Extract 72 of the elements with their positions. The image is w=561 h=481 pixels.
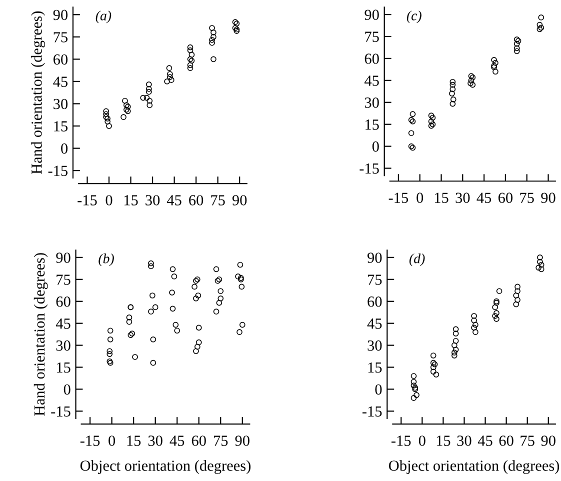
x-tick-label: -15 [388,192,408,203]
x-tick-label: -15 [392,436,411,446]
y-tick-label: 15 [54,121,68,132]
y-tick-label: 60 [56,296,70,307]
y-tick-label: 0 [375,384,382,395]
x-tick-label: 15 [434,192,448,203]
x-tick-label: 75 [520,192,534,203]
x-tick-label: 60 [192,436,206,446]
y-tick-label: 90 [364,10,379,20]
x-tick-label: 45 [166,195,182,206]
y-tick-label: 0 [64,384,70,395]
x-tick-label: 45 [170,436,184,446]
annotation: (c) [406,10,422,24]
y-tick-label: 30 [368,340,382,351]
y-tick-label: 90 [53,10,68,20]
y-tick-label: 75 [54,32,68,42]
x-tick-label: 15 [127,436,141,446]
x-tick-label: 90 [235,436,250,446]
y-tick-label: 30 [54,98,68,110]
y-tick-label: 75 [368,274,382,285]
x-tick-label: 45 [478,436,492,446]
x-tick-label: 30 [457,436,472,446]
y-tick-label: 0 [61,143,68,154]
x-tick-label: 75 [520,436,534,446]
annotation: (d) [409,253,425,266]
x-tick-label: 90 [541,436,556,446]
y-tick-label: 90 [56,252,70,263]
y-tick-label: 75 [56,274,70,285]
x-tick-label: 90 [232,195,247,206]
annotation: (a) [96,10,112,24]
y-axis-title: Hand orientation (degrees) [31,11,45,174]
x-tick-label: 0 [106,195,112,206]
x-tick-label: 60 [498,192,513,203]
y-tick-label: 60 [368,296,382,307]
y-tick-label: -15 [360,163,379,174]
y-tick-label: 45 [56,318,70,329]
y-tick-label: 75 [365,32,379,42]
x-tick-label: 90 [541,192,556,203]
annotation: (b) [98,253,114,266]
x-tick-label: 30 [148,436,162,446]
y-tick-label: 30 [56,340,70,351]
y-tick-label: -15 [51,406,70,417]
y-tick-label: 45 [53,76,68,87]
x-tick-label: 30 [146,195,160,206]
x-tick-label: 30 [456,192,470,203]
x-axis-title: Object orientation (degrees) [80,460,251,474]
x-tick-label: 60 [189,195,204,206]
x-tick-label: 60 [499,436,514,446]
x-tick-label: 75 [211,195,225,206]
x-tick-label: 45 [476,192,492,203]
y-tick-label: 90 [367,252,382,263]
x-tick-label: -15 [80,436,100,446]
y-tick-label: -15 [48,166,68,176]
y-tick-label: 45 [367,318,382,329]
y-axis-title: Hand orientation (degrees) [34,253,48,416]
x-axis-title: Object orientation (degrees) [388,460,560,474]
x-tick-label: 0 [416,192,424,203]
x-tick-label: -15 [78,195,97,206]
y-tick-label: 60 [364,54,379,64]
y-tick-label: -15 [362,406,382,417]
y-tick-label: 15 [56,362,70,373]
y-tick-label: 30 [364,98,379,108]
x-tick-label: 0 [108,436,116,446]
x-tick-label: 75 [214,436,228,446]
y-tick-label: 45 [364,76,379,86]
y-tick-label: 15 [368,362,382,373]
x-tick-label: 15 [436,436,450,446]
y-tick-label: 0 [372,141,379,152]
x-tick-label: 15 [124,195,138,206]
x-tick-label: 0 [418,436,426,446]
y-tick-label: 60 [54,54,68,65]
y-tick-label: 15 [366,120,379,130]
